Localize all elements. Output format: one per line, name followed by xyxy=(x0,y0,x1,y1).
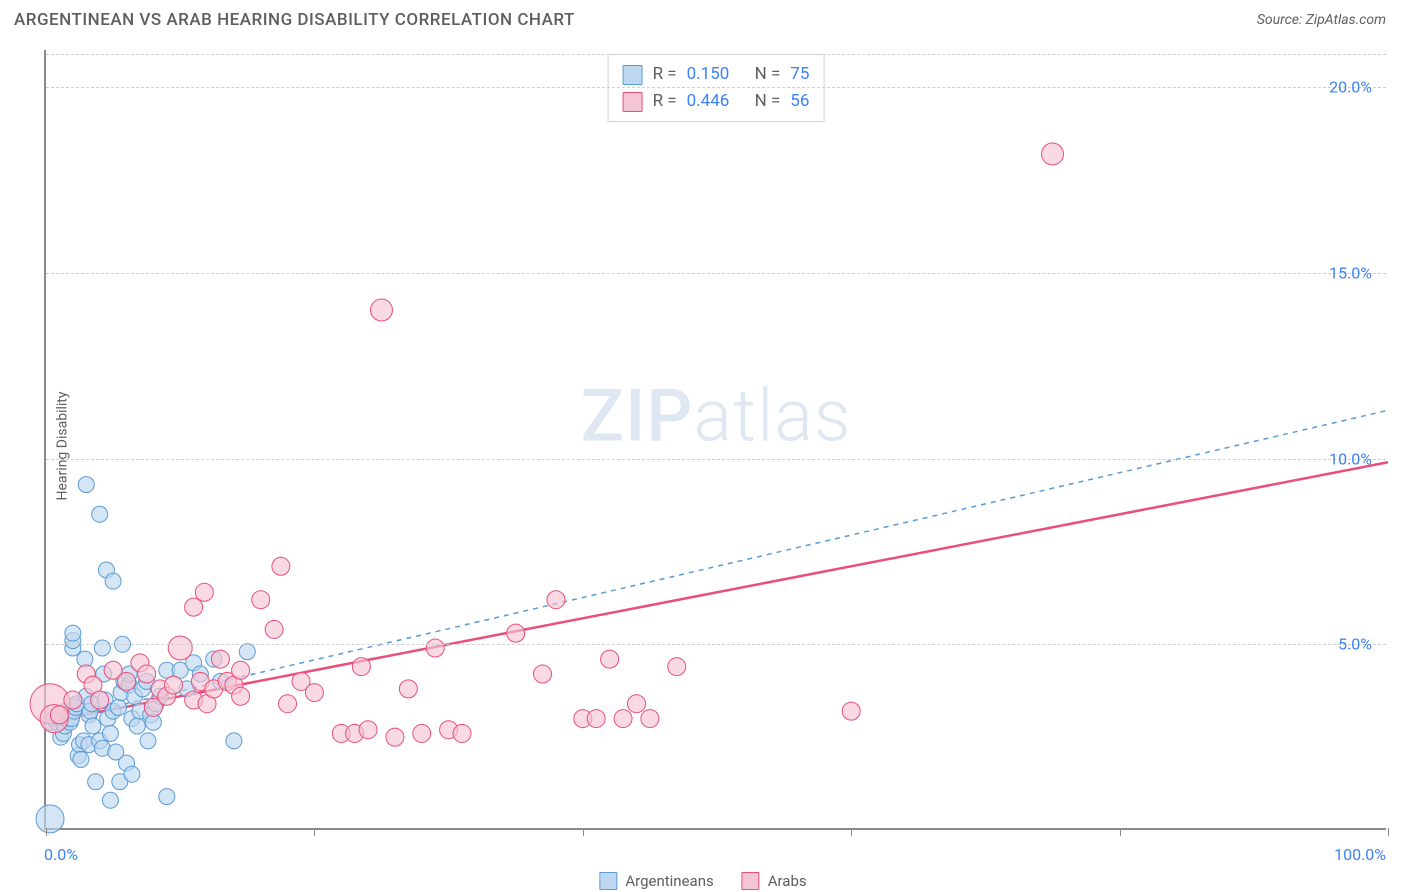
gridline xyxy=(46,459,1386,460)
gridline xyxy=(46,273,1386,274)
scatter-point-arabs xyxy=(265,620,283,638)
legend-swatch xyxy=(599,872,617,890)
scatter-point-arabs xyxy=(627,695,645,713)
scatter-point-arabs xyxy=(426,639,444,657)
scatter-point-argentineans xyxy=(239,644,255,660)
source-attribution: Source: ZipAtlas.com xyxy=(1257,12,1386,28)
scatter-point-argentineans xyxy=(124,766,140,782)
scatter-point-arabs xyxy=(507,624,525,642)
scatter-point-argentineans xyxy=(102,725,118,741)
scatter-point-arabs xyxy=(386,728,404,746)
legend-item-arabs: Arabs xyxy=(742,872,807,890)
scatter-point-arabs xyxy=(305,684,323,702)
legend-item-argentineans: Argentineans xyxy=(599,872,713,890)
plot-area: ZIPatlas R =0.150N =75R =0.446N =56 5.0%… xyxy=(44,50,1386,830)
scatter-point-arabs xyxy=(371,299,393,321)
scatter-point-arabs xyxy=(138,665,156,683)
scatter-point-arabs xyxy=(195,583,213,601)
scatter-point-argentineans xyxy=(159,789,175,805)
scatter-point-arabs xyxy=(413,724,431,742)
stat-r-label: R = xyxy=(653,88,677,115)
stats-swatch xyxy=(623,92,643,112)
scatter-point-arabs xyxy=(185,598,203,616)
scatter-point-arabs xyxy=(614,710,632,728)
x-tick xyxy=(851,828,852,836)
stat-r-value: 0.150 xyxy=(687,61,745,88)
scatter-point-arabs xyxy=(641,710,659,728)
stats-row-argentineans: R = 0.150 N = 75 xyxy=(623,61,810,88)
scatter-point-argentineans xyxy=(110,699,126,715)
stats-row-arabs: R = 0.446 N = 56 xyxy=(623,88,810,115)
chart-container: ZIPatlas R =0.150N =75R =0.446N =56 5.0%… xyxy=(44,50,1386,830)
scatter-point-argentineans xyxy=(73,751,89,767)
scatter-point-argentineans xyxy=(94,640,110,656)
scatter-point-argentineans xyxy=(129,718,145,734)
x-tick xyxy=(314,828,315,836)
scatter-point-arabs xyxy=(453,724,471,742)
gridline xyxy=(46,54,1386,55)
scatter-point-arabs xyxy=(547,591,565,609)
scatter-point-arabs xyxy=(1042,143,1064,165)
scatter-point-arabs xyxy=(601,650,619,668)
stat-n-label: N = xyxy=(755,88,781,115)
x-tick xyxy=(583,828,584,836)
scatter-svg xyxy=(46,50,1388,830)
chart-title: ARGENTINEAN VS ARAB HEARING DISABILITY C… xyxy=(14,10,575,30)
scatter-point-arabs xyxy=(272,557,290,575)
x-tick xyxy=(1388,828,1389,836)
gridline xyxy=(46,644,1386,645)
scatter-point-arabs xyxy=(168,636,192,660)
y-tick-label: 5.0% xyxy=(1338,635,1372,654)
trendline-arabs xyxy=(46,462,1388,722)
scatter-point-argentineans xyxy=(65,625,81,641)
scatter-point-argentineans xyxy=(88,774,104,790)
scatter-point-arabs xyxy=(587,710,605,728)
scatter-point-argentineans xyxy=(226,733,242,749)
legend-label: Argentineans xyxy=(625,872,713,890)
scatter-point-arabs xyxy=(91,691,109,709)
scatter-point-arabs xyxy=(352,658,370,676)
scatter-point-argentineans xyxy=(78,477,94,493)
stat-n-value: 56 xyxy=(790,88,809,115)
scatter-point-arabs xyxy=(399,680,417,698)
gridline xyxy=(46,87,1386,88)
scatter-point-arabs xyxy=(232,661,250,679)
scatter-point-argentineans xyxy=(36,805,64,833)
scatter-point-argentineans xyxy=(85,718,101,734)
stats-legend-box: R = 0.150 N = 75 R = 0.446 N = 56 xyxy=(608,54,825,122)
stats-swatch xyxy=(623,65,643,85)
x-tick xyxy=(46,828,47,836)
scatter-point-arabs xyxy=(359,721,377,739)
y-tick-label: 20.0% xyxy=(1329,78,1372,97)
stat-n-value: 75 xyxy=(790,61,809,88)
y-tick-label: 10.0% xyxy=(1329,449,1372,468)
scatter-point-arabs xyxy=(279,695,297,713)
scatter-point-argentineans xyxy=(92,506,108,522)
scatter-point-arabs xyxy=(534,665,552,683)
scatter-point-arabs xyxy=(164,676,182,694)
scatter-point-arabs xyxy=(211,650,229,668)
scatter-point-arabs xyxy=(118,672,136,690)
legend-label: Arabs xyxy=(768,872,807,890)
x-tick xyxy=(1120,828,1121,836)
scatter-point-arabs xyxy=(64,691,82,709)
stat-n-label: N = xyxy=(755,61,781,88)
scatter-point-arabs xyxy=(232,687,250,705)
scatter-point-arabs xyxy=(668,658,686,676)
x-tick-label: 0.0% xyxy=(44,845,78,864)
scatter-point-arabs xyxy=(50,706,68,724)
scatter-point-arabs xyxy=(252,591,270,609)
legend-swatch xyxy=(742,872,760,890)
scatter-point-argentineans xyxy=(102,792,118,808)
stat-r-label: R = xyxy=(653,61,677,88)
scatter-point-argentineans xyxy=(105,573,121,589)
x-tick-label: 100.0% xyxy=(1334,845,1386,864)
scatter-point-arabs xyxy=(842,702,860,720)
bottom-legend: Argentineans Arabs xyxy=(599,872,806,890)
y-tick-label: 15.0% xyxy=(1329,263,1372,282)
stat-r-value: 0.446 xyxy=(687,88,745,115)
scatter-point-argentineans xyxy=(140,733,156,749)
